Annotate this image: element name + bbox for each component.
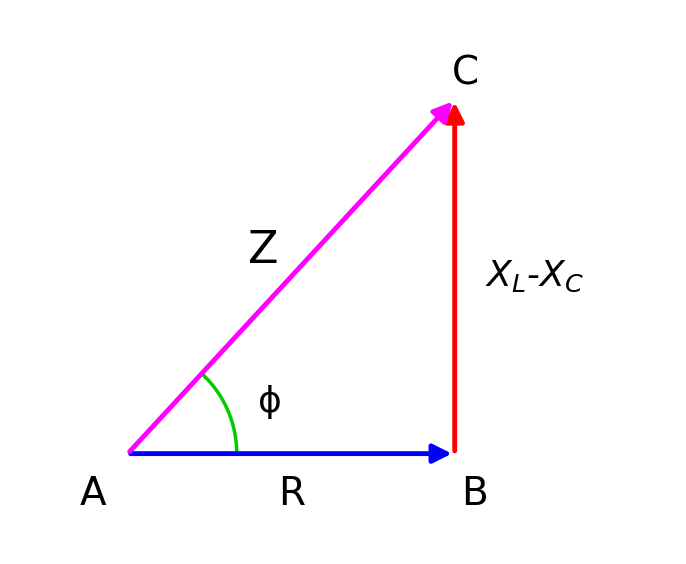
Text: $X_L$-$X_C$: $X_L$-$X_C$: [485, 259, 583, 294]
Text: ϕ: ϕ: [257, 385, 281, 419]
Text: R: R: [278, 475, 305, 513]
Text: C: C: [452, 55, 479, 93]
Text: Z: Z: [248, 229, 279, 272]
Text: A: A: [80, 475, 106, 513]
Text: B: B: [461, 475, 488, 513]
